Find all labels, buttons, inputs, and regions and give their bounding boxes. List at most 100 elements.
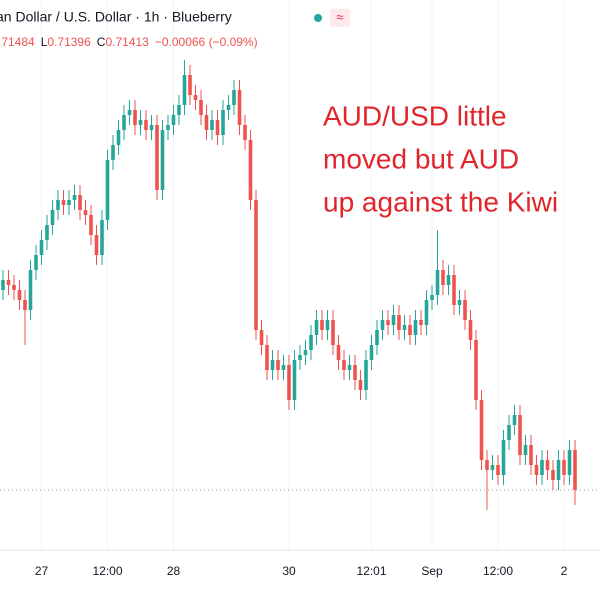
high-value: .71484 [0, 35, 35, 49]
candle-body [441, 270, 445, 285]
candle-body [518, 415, 522, 455]
candle-body [562, 460, 566, 475]
x-tick-label: Sep [421, 564, 443, 578]
candle-body [303, 350, 308, 355]
candle-body [248, 140, 253, 200]
candle-body [380, 320, 385, 330]
candle-body [188, 75, 192, 95]
candle-body [204, 115, 209, 130]
candle-body [94, 235, 99, 255]
candle-body [12, 285, 16, 290]
candle-body [287, 365, 291, 400]
candle-body [309, 335, 313, 350]
x-tick-label: 28 [167, 564, 181, 578]
candle-body [122, 115, 126, 130]
candle-body [133, 110, 137, 125]
candle-body [292, 360, 297, 400]
annotation-line: moved but AUD [323, 143, 519, 174]
candle-body [468, 320, 473, 340]
candle-body [490, 465, 495, 470]
candle-body [199, 100, 203, 115]
candle-body [39, 240, 44, 255]
candle-body [259, 330, 264, 345]
candle-body [545, 460, 550, 470]
candle-body [265, 345, 269, 370]
candle-body [56, 200, 60, 210]
indicator-icon [330, 9, 350, 27]
candle-body [534, 465, 539, 475]
candle-body [237, 90, 242, 125]
candle-body [314, 320, 319, 335]
candle-body [50, 210, 55, 225]
grid [41, 0, 565, 550]
candle-body [182, 75, 187, 105]
candle-body [452, 275, 456, 305]
candle-body [149, 125, 154, 130]
candle-body [155, 125, 159, 190]
candle-body [419, 320, 423, 325]
candle-body [507, 425, 511, 440]
candle-body [496, 465, 500, 475]
candle-body [6, 280, 11, 285]
low-label: L [41, 35, 48, 49]
candle-body [336, 345, 341, 360]
candle-body [331, 320, 335, 345]
candle-body [72, 195, 77, 200]
candle-body [325, 320, 330, 330]
candle-body [501, 440, 506, 475]
candle-body [243, 125, 247, 140]
x-tick-label: 12:01 [356, 564, 386, 578]
candle-body [413, 320, 418, 335]
status-icon [314, 14, 322, 22]
candle-body [61, 200, 66, 205]
candle-body [221, 110, 225, 135]
candle-body [479, 400, 484, 460]
candle-body [573, 450, 577, 490]
candle-body [270, 360, 275, 370]
candle-body [320, 320, 324, 330]
x-tick-label: 2 [561, 564, 568, 578]
x-tick-label: 30 [282, 564, 296, 578]
candle-body [111, 145, 115, 160]
candle-body [556, 460, 561, 480]
candle-body [281, 365, 286, 370]
candle-body [523, 445, 528, 455]
candle-body [353, 365, 357, 380]
candle-body [45, 225, 49, 240]
candle-body [144, 120, 148, 130]
candle-body [28, 270, 33, 310]
candle-body [138, 120, 143, 125]
candle-body [342, 360, 346, 370]
candle-body [210, 120, 214, 130]
candle-body [226, 105, 231, 110]
x-tick-label: 12:00 [92, 564, 122, 578]
candle-body [402, 325, 407, 330]
candle-body [177, 105, 181, 115]
candle-body [105, 160, 110, 220]
candle-body [474, 340, 478, 400]
candle-body [116, 130, 121, 145]
candle-body [408, 325, 412, 335]
ohlc-header: .71484 L0.71396 C0.71413 −0.00066 (−0.09%) [0, 35, 258, 49]
candle-body [369, 345, 374, 360]
x-axis: 27 12:00 28 30 12:01 Sep 12:00 2 [35, 564, 568, 578]
close-label: C [97, 35, 106, 49]
candle-body [386, 320, 390, 325]
indicator-icon-glyph: ≈ [336, 9, 343, 24]
candle-body [83, 210, 88, 215]
candle-body [298, 355, 302, 360]
candle-body [166, 125, 170, 130]
candle-body [435, 270, 440, 295]
candle-body [171, 115, 176, 125]
annotation: AUD/USD little moved but AUD up against th… [323, 100, 558, 217]
candle-body [78, 195, 82, 210]
candle-body [276, 360, 280, 370]
candle-body [485, 460, 489, 470]
candle-body [1, 280, 5, 290]
candle-body [457, 300, 462, 305]
candle-body [23, 300, 27, 310]
candle-body [215, 120, 220, 135]
candle-body [430, 295, 434, 300]
